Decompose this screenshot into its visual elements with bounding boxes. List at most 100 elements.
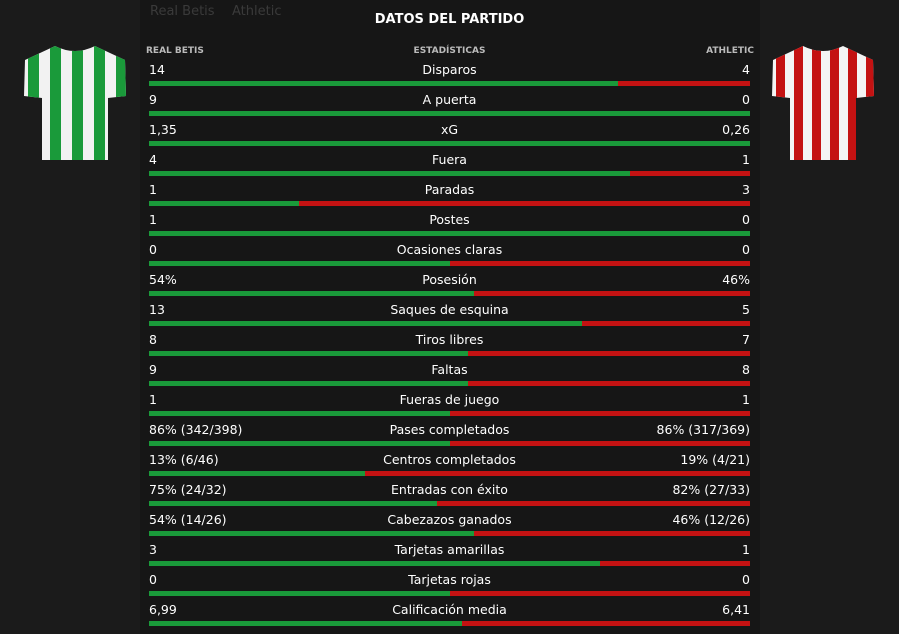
stat-label: A puerta <box>422 92 477 107</box>
stat-label: Fuera <box>432 152 467 167</box>
home-bar <box>149 561 600 566</box>
home-bar <box>149 111 750 116</box>
home-bar <box>149 381 468 386</box>
away-value: 0 <box>742 242 750 257</box>
home-bar <box>149 321 582 326</box>
home-value: 1 <box>149 212 157 227</box>
stat-label: Calificación media <box>392 602 507 617</box>
home-value: 14 <box>149 62 165 77</box>
stat-label: Ocasiones claras <box>396 242 503 257</box>
away-value: 0 <box>742 92 750 107</box>
home-value: 3 <box>149 542 157 557</box>
away-value: 1 <box>742 392 750 407</box>
away-bar <box>473 291 750 296</box>
stat-label: Cabezazos ganados <box>387 512 512 527</box>
center-header: ESTADÍSTICAS <box>413 46 486 56</box>
away-bar <box>449 441 750 446</box>
panel <box>140 0 760 634</box>
home-value: 1,35 <box>149 122 177 137</box>
home-bar <box>149 531 474 536</box>
away-bar <box>461 621 750 626</box>
away-value: 6,41 <box>722 602 750 617</box>
home-bar <box>149 81 618 86</box>
home-bar <box>149 201 300 206</box>
home-value: 6,99 <box>149 602 177 617</box>
stat-label: Pases completados <box>389 422 510 437</box>
away-value: 19% (4/21) <box>680 452 750 467</box>
home-value: 8 <box>149 332 157 347</box>
stat-label: Disparos <box>422 62 477 77</box>
home-value: 13% (6/46) <box>149 452 219 467</box>
home-shirt <box>24 46 126 160</box>
stat-label: xG <box>440 122 459 137</box>
away-value: 1 <box>742 152 750 167</box>
home-bar <box>149 231 750 236</box>
away-value: 3 <box>742 182 750 197</box>
away-value: 82% (27/33) <box>672 482 750 497</box>
home-value: 9 <box>149 362 157 377</box>
home-bar <box>149 591 450 596</box>
home-value: 0 <box>149 242 157 257</box>
home-bar <box>149 261 450 266</box>
away-bar <box>449 411 750 416</box>
away-bar <box>467 381 750 386</box>
tab[interactable]: Real Betis <box>150 4 215 19</box>
home-bar <box>149 411 450 416</box>
home-bar <box>149 291 474 296</box>
away-value: 5 <box>742 302 750 317</box>
away-value: 4 <box>742 62 750 77</box>
stat-label: Entradas con éxito <box>391 482 508 497</box>
home-value: 4 <box>149 152 157 167</box>
away-bar <box>629 171 750 176</box>
away-bar <box>299 201 750 206</box>
home-bar <box>149 141 750 146</box>
away-value: 0 <box>742 572 750 587</box>
home-value: 75% (24/32) <box>149 482 227 497</box>
home-value: 0 <box>149 572 157 587</box>
title: DATOS DEL PARTIDO <box>374 12 525 27</box>
away-bar <box>437 501 750 506</box>
stat-label: Paradas <box>424 182 475 197</box>
tab[interactable]: Athletic <box>232 4 282 19</box>
away-bar <box>581 321 750 326</box>
home-value: 54% (14/26) <box>149 512 227 527</box>
away-value: 0 <box>742 212 750 227</box>
away-bar <box>365 471 750 476</box>
away-value: 8 <box>742 362 750 377</box>
home-bar <box>149 171 630 176</box>
away-value: 46% <box>722 272 750 287</box>
home-value: 86% (342/398) <box>149 422 243 437</box>
home-bar <box>149 351 468 356</box>
stat-label: Centros completados <box>383 452 516 467</box>
away-value: 7 <box>742 332 750 347</box>
home-bar <box>149 501 438 506</box>
away-value: 86% (317/369) <box>656 422 750 437</box>
away-team: ATHLETIC <box>706 46 754 56</box>
away-value: 0,26 <box>722 122 750 137</box>
away-bar <box>473 531 750 536</box>
home-value: 54% <box>149 272 177 287</box>
home-value: 9 <box>149 92 157 107</box>
stat-label: Postes <box>429 212 470 227</box>
stat-label: Tiros libres <box>415 332 484 347</box>
away-bar <box>599 561 750 566</box>
away-bar <box>449 591 750 596</box>
away-value: 46% (12/26) <box>672 512 750 527</box>
home-value: 1 <box>149 392 157 407</box>
away-bar <box>449 261 750 266</box>
away-shirt <box>772 46 874 160</box>
away-bar <box>617 81 750 86</box>
stat-label: Faltas <box>431 362 468 377</box>
home-bar <box>149 441 450 446</box>
stat-label: Posesión <box>422 272 477 287</box>
stat-label: Fueras de juego <box>399 392 500 407</box>
home-value: 1 <box>149 182 157 197</box>
home-value: 13 <box>149 302 165 317</box>
home-bar <box>149 621 462 626</box>
away-value: 1 <box>742 542 750 557</box>
home-bar <box>149 471 366 476</box>
stat-label: Tarjetas amarillas <box>394 542 505 557</box>
stat-label: Saques de esquina <box>390 302 509 317</box>
away-bar <box>467 351 750 356</box>
